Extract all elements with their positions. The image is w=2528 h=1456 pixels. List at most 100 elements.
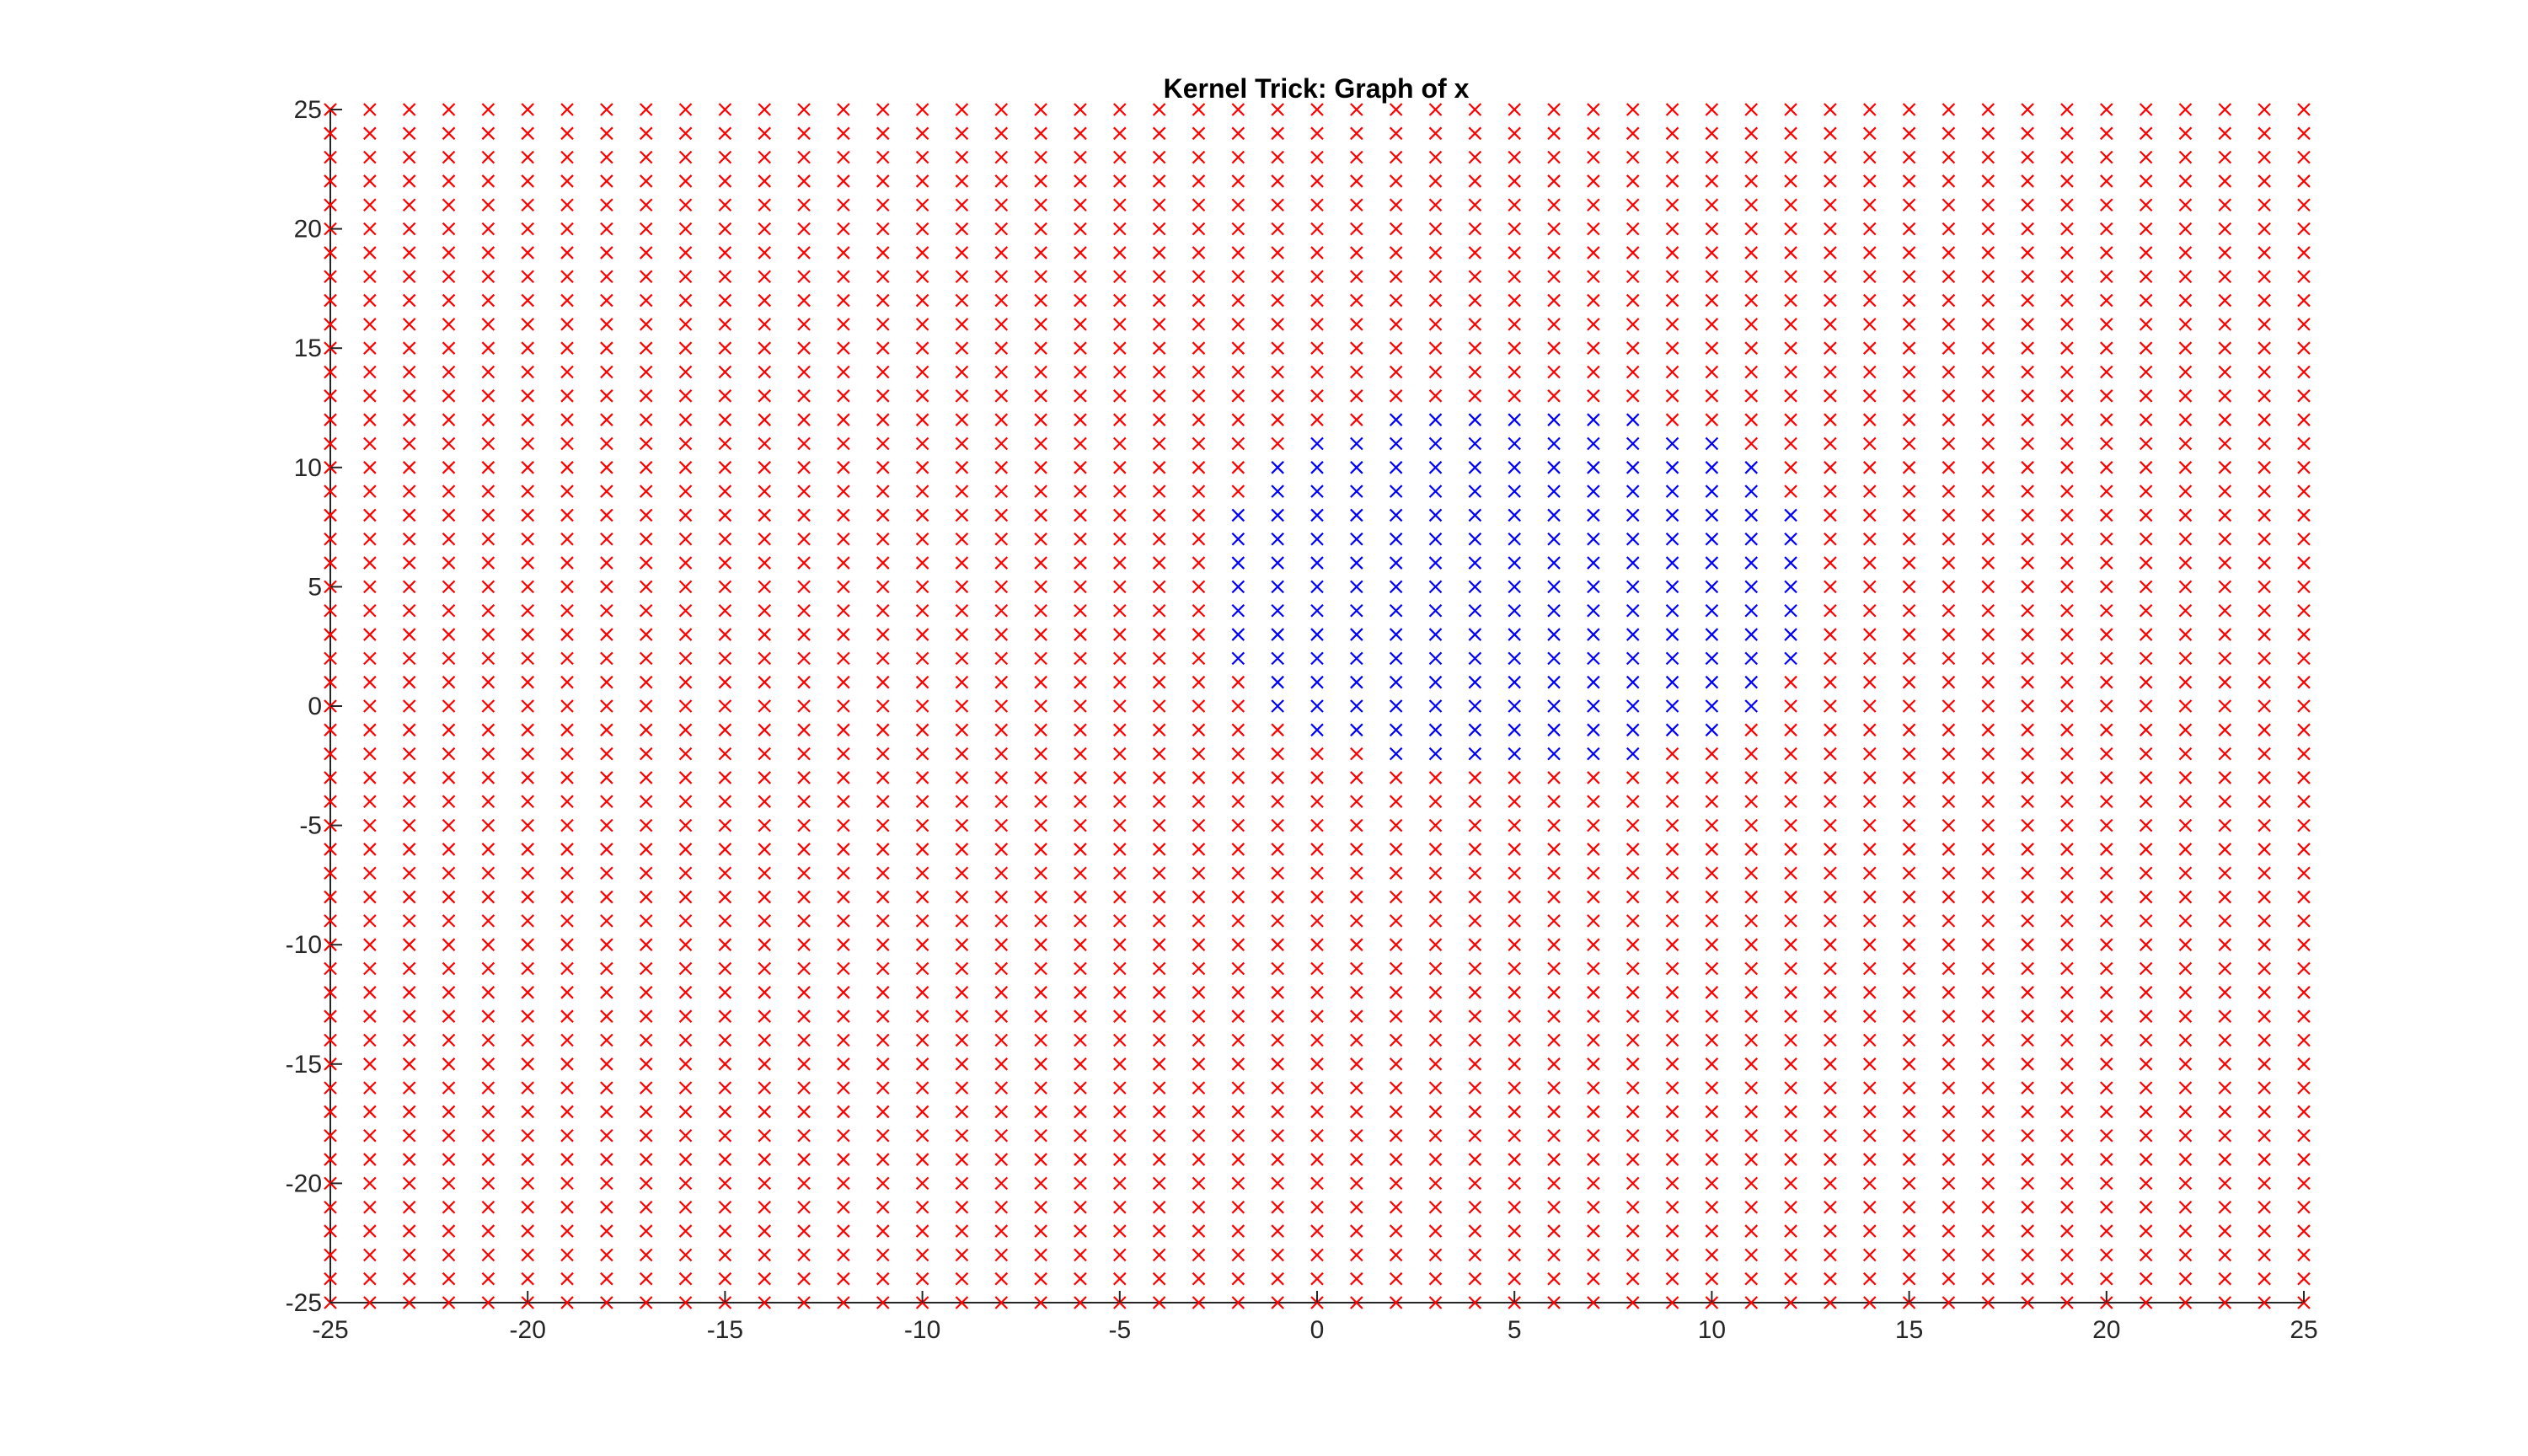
blue-point — [1587, 484, 1600, 498]
red-point — [402, 651, 416, 666]
red-point — [1744, 843, 1759, 856]
red-point — [876, 986, 890, 999]
red-point — [915, 389, 929, 403]
blue-point — [1705, 556, 1719, 570]
red-point — [1074, 1248, 1087, 1262]
x-tick-label: 20 — [2092, 1316, 2120, 1344]
red-point — [1902, 1033, 1916, 1047]
red-point — [363, 890, 377, 904]
red-point — [758, 1200, 772, 1214]
red-point — [1981, 222, 1995, 236]
red-point — [2178, 198, 2193, 212]
red-point — [837, 1271, 850, 1286]
red-point — [1744, 1057, 1759, 1071]
red-point — [560, 1176, 574, 1191]
red-point — [1902, 1248, 1916, 1262]
blue-point — [1665, 508, 1679, 522]
blue-point — [1350, 628, 1363, 641]
red-point — [2021, 1128, 2034, 1143]
red-point — [324, 270, 337, 284]
blue-point — [1389, 556, 1403, 570]
red-point — [1231, 1128, 1245, 1143]
red-point — [442, 771, 456, 784]
red-point — [1744, 1248, 1759, 1262]
red-point — [2297, 866, 2311, 881]
red-point — [481, 1224, 495, 1238]
red-point — [363, 603, 377, 618]
red-point — [1902, 1200, 1916, 1214]
red-point — [1862, 1271, 1877, 1286]
red-point — [758, 914, 772, 928]
red-point — [1508, 246, 1521, 260]
red-point — [797, 103, 811, 116]
x-tick-label: 15 — [1895, 1316, 1923, 1344]
blue-point — [1705, 603, 1719, 618]
red-point — [994, 103, 1009, 116]
red-point — [1665, 747, 1679, 761]
red-point — [1074, 532, 1087, 546]
red-point — [1942, 771, 1956, 784]
red-point — [363, 818, 377, 832]
red-point — [2060, 126, 2074, 141]
red-point — [876, 389, 890, 403]
red-point — [600, 628, 613, 641]
red-point — [1862, 1153, 1877, 1166]
red-point — [600, 1224, 613, 1238]
red-point — [1705, 843, 1719, 856]
red-point — [2060, 436, 2074, 451]
blue-point — [1665, 651, 1679, 666]
red-point — [1862, 1033, 1877, 1047]
red-point — [2258, 603, 2271, 618]
red-point — [1231, 890, 1245, 904]
red-point — [1074, 986, 1087, 999]
red-point — [2060, 818, 2074, 832]
red-point — [1824, 818, 1837, 832]
red-point — [1231, 986, 1245, 999]
red-point — [402, 341, 416, 355]
red-point — [1113, 365, 1127, 379]
red-point — [955, 1153, 969, 1166]
red-point — [1824, 1224, 1837, 1238]
red-point — [678, 174, 693, 188]
red-point — [639, 1296, 653, 1309]
red-point — [2218, 914, 2232, 928]
red-point — [1862, 532, 1877, 546]
red-point — [1113, 1033, 1127, 1047]
blue-point — [1626, 556, 1640, 570]
red-point — [955, 771, 969, 784]
red-point — [1705, 126, 1719, 141]
red-point — [2218, 413, 2232, 426]
red-point — [2139, 628, 2153, 641]
red-point — [1310, 843, 1324, 856]
red-point — [1862, 341, 1877, 355]
red-point — [2021, 843, 2034, 856]
red-point — [521, 1176, 534, 1191]
red-point — [1192, 532, 1206, 546]
red-point — [600, 795, 613, 809]
red-point — [521, 651, 534, 666]
red-point — [1034, 914, 1047, 928]
red-point — [994, 723, 1009, 737]
blue-point — [1784, 580, 1797, 594]
red-point — [639, 508, 653, 522]
blue-point — [1389, 436, 1403, 451]
red-point — [2178, 1009, 2193, 1023]
red-point — [402, 484, 416, 498]
red-point — [1508, 1271, 1521, 1286]
red-point — [600, 914, 613, 928]
red-point — [560, 580, 574, 594]
red-point — [1074, 508, 1087, 522]
red-point — [1113, 389, 1127, 403]
red-point — [1665, 890, 1679, 904]
red-point — [1034, 795, 1047, 809]
red-point — [442, 938, 456, 951]
red-point — [1744, 103, 1759, 116]
red-point — [678, 318, 693, 331]
red-point — [2178, 603, 2193, 618]
red-point — [955, 675, 969, 689]
red-point — [994, 1153, 1009, 1166]
blue-point — [1231, 628, 1245, 641]
red-point — [1350, 843, 1363, 856]
red-point — [481, 389, 495, 403]
red-point — [1468, 365, 1482, 379]
